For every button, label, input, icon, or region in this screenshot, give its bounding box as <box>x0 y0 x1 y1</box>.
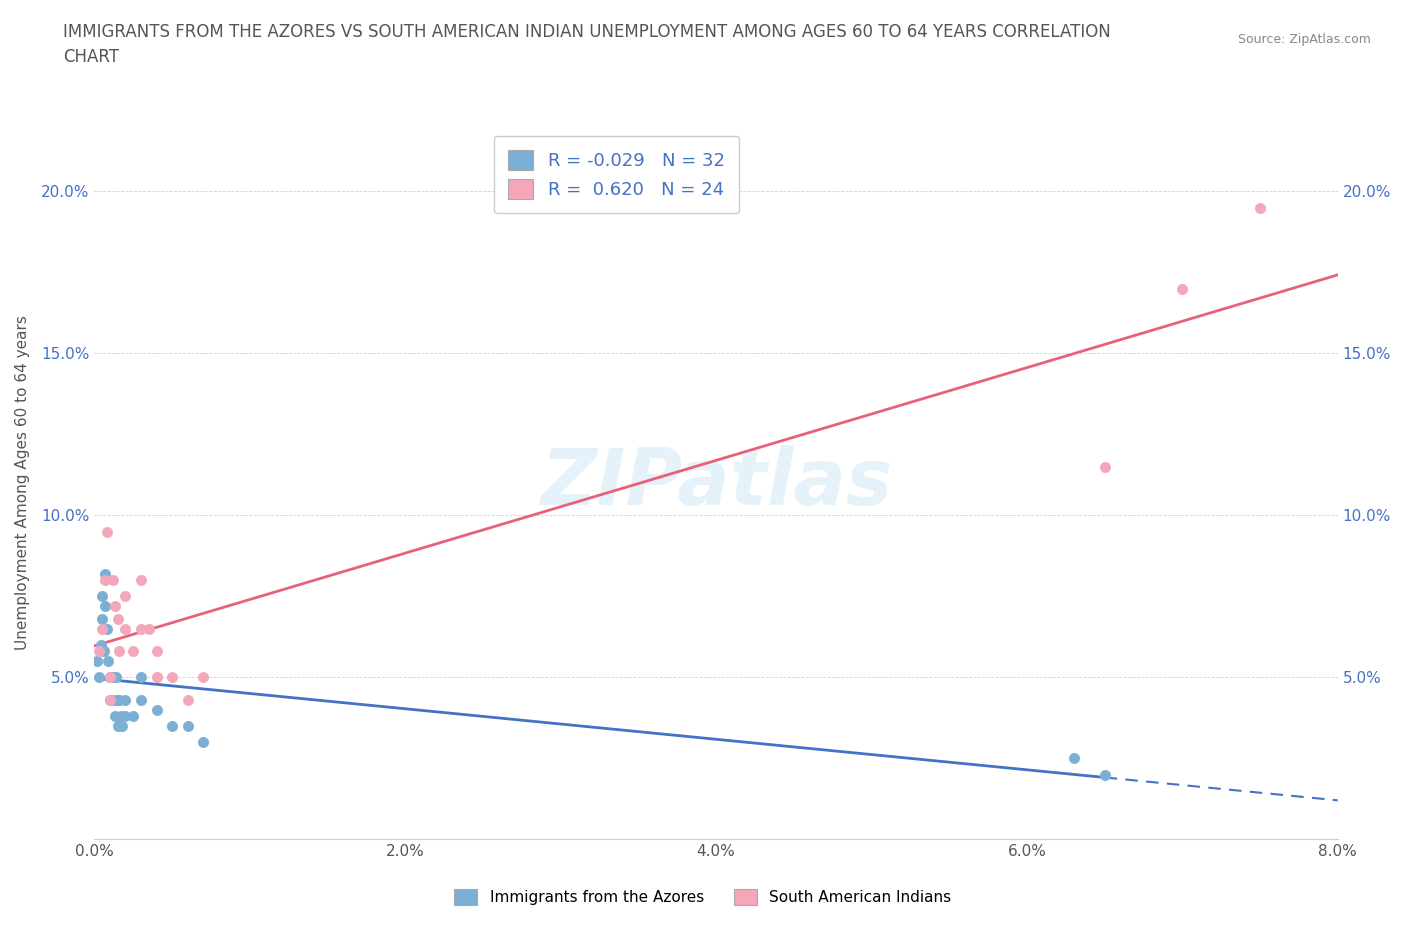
Point <box>114 709 136 724</box>
Point <box>129 573 152 588</box>
Point <box>1094 767 1116 782</box>
Point <box>96 621 118 636</box>
Point <box>108 693 131 708</box>
Point <box>191 735 214 750</box>
Point <box>122 644 145 658</box>
Point <box>98 693 121 708</box>
Point <box>91 589 114 604</box>
Point <box>103 693 125 708</box>
Point <box>114 621 136 636</box>
Point <box>110 709 132 724</box>
Point <box>105 670 128 684</box>
Point <box>129 693 152 708</box>
Point <box>96 525 118 539</box>
Point <box>101 573 124 588</box>
Point <box>129 670 152 684</box>
Point <box>160 670 183 684</box>
Point <box>114 589 136 604</box>
Point <box>145 670 167 684</box>
Point <box>111 719 134 734</box>
Point <box>94 573 117 588</box>
Point <box>108 644 131 658</box>
Legend: R = -0.029   N = 32, R =  0.620   N = 24: R = -0.029 N = 32, R = 0.620 N = 24 <box>494 136 740 213</box>
Point <box>98 670 121 684</box>
Point <box>1171 281 1194 296</box>
Point <box>94 599 117 614</box>
Point <box>97 654 120 669</box>
Point <box>1063 751 1085 765</box>
Text: Source: ZipAtlas.com: Source: ZipAtlas.com <box>1237 33 1371 46</box>
Point <box>91 621 114 636</box>
Point <box>176 719 198 734</box>
Point <box>107 719 129 734</box>
Point <box>107 693 129 708</box>
Text: IMMIGRANTS FROM THE AZORES VS SOUTH AMERICAN INDIAN UNEMPLOYMENT AMONG AGES 60 T: IMMIGRANTS FROM THE AZORES VS SOUTH AMER… <box>63 23 1111 66</box>
Point <box>87 644 110 658</box>
Point <box>98 670 121 684</box>
Point <box>129 621 152 636</box>
Point <box>1249 200 1271 215</box>
Point <box>1094 459 1116 474</box>
Point <box>160 719 183 734</box>
Point <box>98 693 121 708</box>
Point <box>91 612 114 627</box>
Point <box>87 670 110 684</box>
Point <box>86 654 108 669</box>
Point <box>191 670 214 684</box>
Point <box>103 709 125 724</box>
Point <box>94 566 117 581</box>
Point <box>122 709 145 724</box>
Point <box>103 599 125 614</box>
Point <box>145 644 167 658</box>
Text: ZIPatlas: ZIPatlas <box>540 445 893 521</box>
Point <box>107 612 129 627</box>
Point <box>145 702 167 717</box>
Y-axis label: Unemployment Among Ages 60 to 64 years: Unemployment Among Ages 60 to 64 years <box>15 315 30 650</box>
Point <box>114 693 136 708</box>
Point <box>93 644 115 658</box>
Point <box>176 693 198 708</box>
Legend: Immigrants from the Azores, South American Indians: Immigrants from the Azores, South Americ… <box>447 882 959 913</box>
Point <box>101 670 124 684</box>
Point <box>90 638 112 653</box>
Point <box>138 621 160 636</box>
